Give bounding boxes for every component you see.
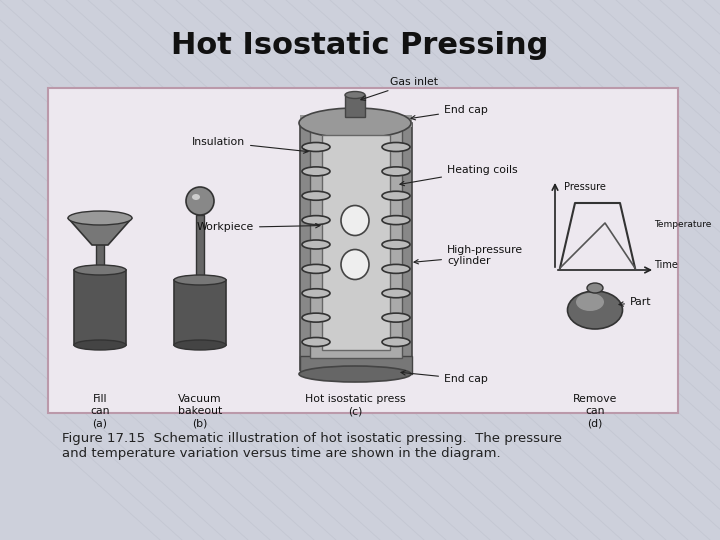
Text: Hot isostatic press: Hot isostatic press: [305, 394, 405, 404]
Bar: [310, 127, 402, 358]
Ellipse shape: [382, 167, 410, 176]
Bar: [196, 215, 204, 280]
Bar: [48, 88, 678, 413]
Ellipse shape: [567, 291, 623, 329]
Ellipse shape: [299, 366, 411, 382]
Text: (d): (d): [588, 418, 603, 428]
Ellipse shape: [299, 108, 411, 138]
Ellipse shape: [382, 265, 410, 273]
Text: High-pressure
cylinder: High-pressure cylinder: [414, 245, 523, 267]
Ellipse shape: [345, 91, 365, 98]
Text: Remove: Remove: [573, 394, 617, 404]
Polygon shape: [68, 218, 132, 245]
Text: Figure 17.15  Schematic illustration of hot isostatic pressing.  The pressure: Figure 17.15 Schematic illustration of h…: [62, 432, 562, 445]
Text: can: can: [90, 406, 109, 416]
Ellipse shape: [382, 191, 410, 200]
Bar: [96, 220, 104, 270]
Text: (a): (a): [92, 418, 107, 428]
Bar: [300, 115, 412, 127]
Text: Hot Isostatic Pressing: Hot Isostatic Pressing: [171, 30, 549, 59]
Ellipse shape: [382, 240, 410, 249]
Ellipse shape: [302, 191, 330, 200]
Text: End cap: End cap: [401, 370, 488, 384]
Text: (c): (c): [348, 406, 362, 416]
Text: End cap: End cap: [411, 105, 488, 120]
Text: Pressure: Pressure: [564, 182, 606, 192]
Ellipse shape: [174, 275, 226, 285]
Ellipse shape: [302, 240, 330, 249]
Ellipse shape: [382, 215, 410, 225]
Ellipse shape: [192, 194, 200, 200]
Ellipse shape: [382, 289, 410, 298]
Text: Workpiece: Workpiece: [197, 222, 320, 233]
Ellipse shape: [341, 249, 369, 280]
Ellipse shape: [302, 313, 330, 322]
Bar: [322, 135, 390, 350]
Ellipse shape: [302, 338, 330, 347]
Ellipse shape: [174, 340, 226, 350]
Text: Gas inlet: Gas inlet: [361, 77, 438, 100]
Ellipse shape: [302, 289, 330, 298]
Text: Insulation: Insulation: [192, 137, 308, 153]
Ellipse shape: [302, 143, 330, 152]
Bar: [74, 270, 126, 345]
Ellipse shape: [74, 340, 126, 350]
Ellipse shape: [341, 206, 369, 235]
Text: Fill: Fill: [93, 394, 107, 404]
Ellipse shape: [302, 265, 330, 273]
Ellipse shape: [302, 167, 330, 176]
Text: Temperature: Temperature: [654, 220, 711, 229]
Bar: [345, 95, 365, 117]
Text: Time: Time: [654, 260, 678, 270]
Ellipse shape: [382, 143, 410, 152]
Ellipse shape: [302, 215, 330, 225]
Text: bakeout: bakeout: [178, 406, 222, 416]
Circle shape: [186, 187, 214, 215]
Text: (b): (b): [192, 418, 207, 428]
Text: and temperature variation versus time are shown in the diagram.: and temperature variation versus time ar…: [62, 447, 500, 460]
Text: Heating coils: Heating coils: [400, 165, 518, 186]
Ellipse shape: [382, 313, 410, 322]
Text: Vacuum: Vacuum: [178, 394, 222, 404]
Ellipse shape: [576, 293, 604, 311]
Text: Part: Part: [619, 297, 652, 307]
Ellipse shape: [74, 265, 126, 275]
Text: can: can: [585, 406, 605, 416]
Bar: [174, 280, 226, 345]
Ellipse shape: [68, 211, 132, 225]
Bar: [300, 123, 412, 370]
Ellipse shape: [587, 283, 603, 293]
Bar: [300, 356, 412, 374]
Ellipse shape: [382, 338, 410, 347]
